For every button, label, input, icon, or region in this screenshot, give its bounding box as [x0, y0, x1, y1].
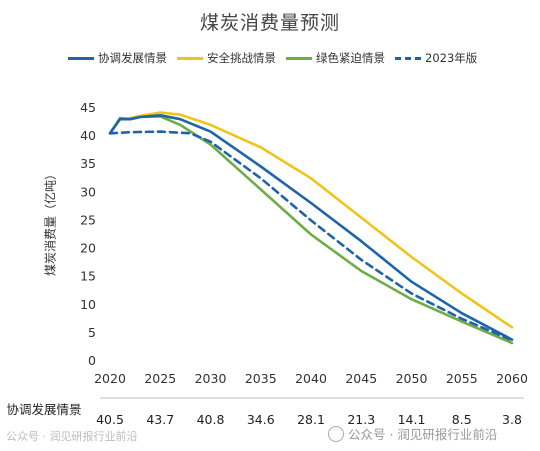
legend-label-security: 安全挑战情景: [207, 51, 276, 65]
watermark: 公众号 · 润见研报行业前沿: [328, 424, 497, 443]
y-tick-label: 10: [80, 297, 96, 312]
legend-item-coordinated[interactable]: 协调发展情景: [68, 50, 167, 66]
table-cell: 8.5: [451, 412, 472, 427]
table-cell: 40.8: [196, 412, 225, 427]
x-tick-label: 2030: [195, 371, 227, 386]
y-tick-label: 35: [80, 156, 96, 171]
legend-swatch-coordinated: [68, 56, 94, 60]
table-cell: 28.1: [297, 412, 325, 427]
series-line-2: [108, 115, 514, 345]
legend-item-security[interactable]: 安全挑战情景: [177, 50, 276, 66]
y-tick-label: 40: [80, 128, 96, 143]
watermark-text: 公众号 · 润见研报行业前沿: [348, 427, 498, 442]
table-row-label: 协调发展情景: [6, 402, 82, 417]
data-table-row: 协调发展情景 40.5 43.7 40.8 34.6 28.1 21.3 14.1 8.5 3.…: [0, 398, 540, 434]
x-tick-label: 2020: [94, 371, 126, 386]
y-tick-label: 45: [80, 100, 96, 115]
series-lines: [108, 111, 514, 345]
y-tick-label: 25: [80, 212, 96, 227]
legend-label-green: 绿色紧迫情景: [316, 51, 385, 65]
legend-swatch-green: [286, 56, 312, 60]
table-cell: 3.8: [502, 412, 522, 427]
x-tick-label: 2050: [396, 371, 428, 386]
x-tick-label: 2025: [144, 371, 176, 386]
legend-item-2023[interactable]: 2023年版: [395, 50, 477, 66]
table-cell: 40.5: [96, 412, 124, 427]
x-tick-label: 2040: [295, 371, 327, 386]
x-tick-label: 2035: [245, 371, 277, 386]
chart-title: 煤炭消费量预测: [199, 12, 340, 34]
y-tick-label: 5: [88, 325, 96, 340]
watermark-logo-text: 公众号 · 润见研报行业前沿: [6, 430, 138, 443]
series-line-0: [108, 114, 514, 341]
y-tick-label: 15: [80, 269, 96, 284]
y-ticks: 0 5 10 15 20 25 30 35 40 45: [80, 100, 96, 368]
legend-swatch-security: [177, 56, 203, 60]
wechat-icon: [328, 425, 344, 442]
x-tick-label: 2060: [496, 371, 528, 386]
legend-swatch-2023: [395, 56, 421, 60]
table-cell: 14.1: [397, 412, 426, 427]
y-tick-label: 30: [80, 184, 96, 199]
legend-label-coordinated: 协调发展情景: [98, 51, 167, 65]
x-tick-label: 2055: [446, 371, 478, 386]
table-cell: 21.3: [347, 412, 376, 427]
table-cell: 43.7: [146, 412, 175, 427]
legend-item-green[interactable]: 绿色紧迫情景: [286, 50, 385, 66]
x-tick-label: 2045: [345, 371, 377, 386]
x-ticks: 2020 2025 2030 2035 2040 2045 2050 2055 2060: [94, 371, 528, 386]
y-tick-label: 0: [88, 353, 96, 368]
y-tick-label: 20: [80, 241, 96, 256]
legend-label-2023: 2023年版: [425, 51, 478, 65]
legend: 协调发展情景 安全挑战情景 绿色紧迫情景 2023年版: [68, 50, 477, 66]
series-line-3: [108, 130, 514, 342]
table-cell: 34.6: [246, 412, 275, 427]
